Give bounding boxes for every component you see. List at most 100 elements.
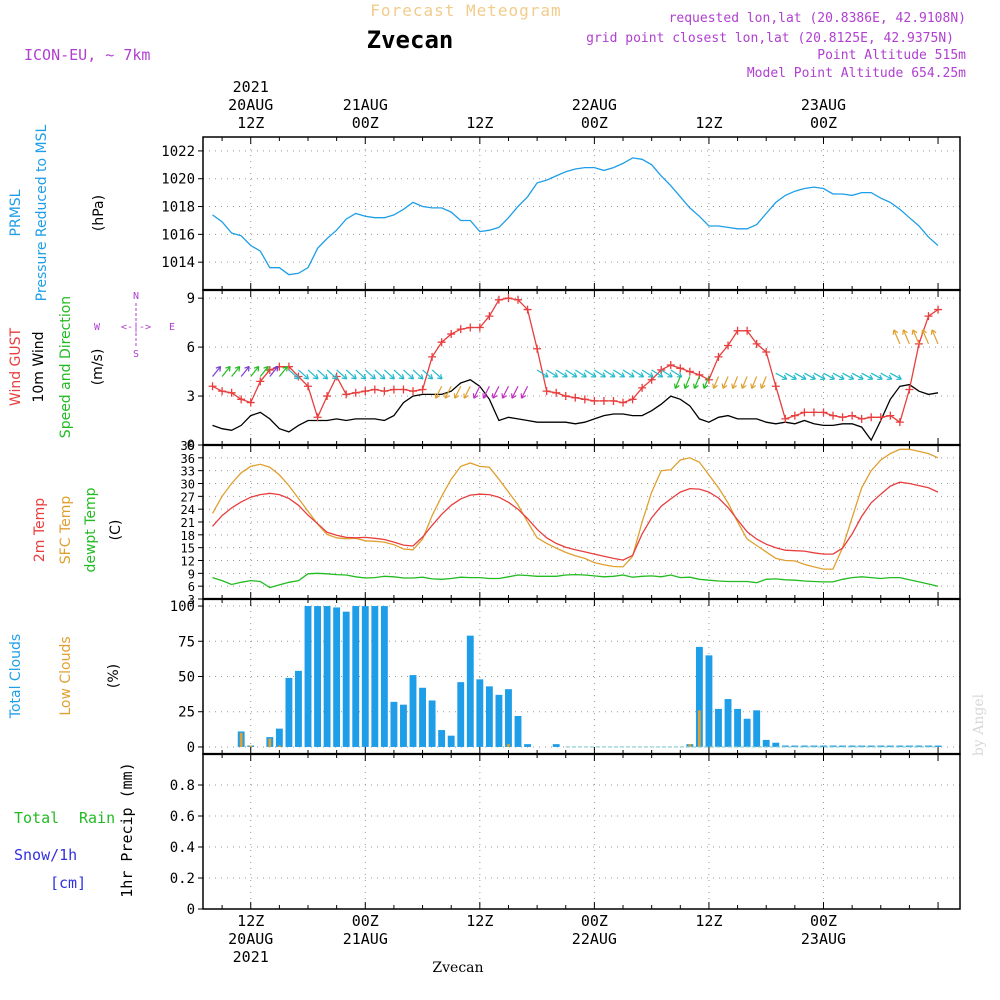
- gust-point: [485, 312, 494, 321]
- wind-vector: [741, 376, 748, 389]
- wind-vector-head: [234, 365, 241, 372]
- gust-point: [227, 388, 236, 397]
- compass-arrow: <-|->: [121, 322, 151, 333]
- wind-vector-head: [501, 393, 508, 399]
- gust-point: [399, 385, 408, 394]
- gust-point: [590, 396, 599, 405]
- wind-vector: [393, 369, 405, 380]
- total-cloud-bar: [829, 745, 837, 747]
- total-cloud-bar: [371, 606, 379, 747]
- total-cloud-bar: [505, 689, 512, 747]
- gust-point: [571, 393, 580, 402]
- gust-point: [638, 383, 647, 392]
- total-cloud-bar: [333, 607, 341, 747]
- precip-total-label: Total: [14, 809, 59, 827]
- wind-vector-head: [921, 329, 927, 335]
- wind-vector: [374, 369, 386, 380]
- wind-vector-head: [472, 393, 479, 399]
- wind-vector: [804, 372, 816, 380]
- wind-vector-head: [609, 372, 616, 378]
- wind-vector-head: [427, 373, 434, 380]
- wind-vector: [861, 372, 873, 380]
- gust-point: [819, 408, 828, 417]
- total-cloud-bar: [514, 715, 522, 747]
- wind-vector: [345, 369, 357, 380]
- gust-point: [237, 395, 246, 404]
- gust-point: [256, 377, 265, 386]
- wind-vector-head: [619, 372, 626, 378]
- wind-vector-head: [740, 383, 747, 389]
- low-cloud-bar: [688, 744, 692, 747]
- total-cloud-bar: [323, 606, 331, 747]
- total-cloud-bar: [380, 606, 388, 747]
- total-cloud-bar: [800, 745, 808, 747]
- total-cloud-bar: [447, 735, 455, 747]
- wind-vector-head: [886, 374, 893, 381]
- panel-precip: 0 0.2 0.4 0.6 0.8: [170, 753, 961, 918]
- gust-point: [790, 411, 799, 420]
- total-cloud-bar: [524, 744, 532, 747]
- wind-vector: [240, 366, 250, 377]
- gust-point: [867, 413, 876, 422]
- side-label-temp: 2m Temp: [32, 498, 48, 562]
- wind-vector-head: [800, 374, 807, 381]
- wind-vector-head: [721, 383, 728, 389]
- wind-vector: [574, 369, 587, 378]
- location-title: Zvecan: [367, 26, 454, 54]
- gust-point: [876, 413, 885, 422]
- side-label-wind: Speed and Direction: [58, 296, 74, 438]
- total-cloud-bar: [419, 687, 426, 747]
- wind-vector: [921, 329, 930, 345]
- side-label-temp: dewpt Temp: [83, 487, 99, 572]
- wind-vector-head: [676, 372, 683, 378]
- wind-vector: [632, 369, 644, 378]
- wind-vector-head: [552, 372, 559, 378]
- wind-gust-line: [212, 297, 939, 424]
- gust-point: [304, 382, 313, 391]
- low-cloud-bar: [239, 732, 243, 747]
- wind-vector: [492, 385, 500, 399]
- gust-point: [781, 414, 790, 423]
- side-labels: PRMSL Pressure Reduced to MSL (hPa) Wind GU…: [8, 124, 124, 719]
- wind-vector: [823, 372, 835, 380]
- bottom-time-label: 21AUG: [343, 930, 388, 948]
- total-cloud-bar: [867, 745, 875, 747]
- side-label-pressure: PRMSL: [8, 189, 24, 236]
- ytick-label: 25: [178, 705, 195, 721]
- wind-vector: [511, 385, 519, 399]
- wind-vector-head: [417, 373, 424, 380]
- ytick-label: 18: [181, 529, 195, 543]
- pressure-line: [212, 157, 939, 276]
- gust-point: [685, 367, 694, 376]
- bottom-time-label: 12Z: [466, 912, 493, 930]
- wind-vector-head: [911, 329, 918, 335]
- side-label-clouds: Total Clouds: [8, 634, 24, 719]
- wind-vector-head: [389, 373, 395, 380]
- wind-vector: [651, 369, 663, 378]
- bottom-time-label: 23AUG: [801, 930, 846, 948]
- wind-vector-head: [867, 374, 874, 381]
- bottom-time-label: 12Z: [237, 912, 264, 930]
- total-cloud-bar: [695, 646, 703, 747]
- wind-vector: [712, 376, 720, 389]
- wind-vector: [674, 376, 681, 389]
- bottom-time-label: 00Z: [581, 912, 608, 930]
- wind-vector: [842, 372, 854, 380]
- wind-vector: [902, 329, 910, 345]
- wind-vector-head: [312, 373, 319, 380]
- bottom-time-label: 00Z: [810, 912, 837, 930]
- wind-vector-head: [930, 329, 937, 335]
- total-cloud-bar: [495, 694, 503, 747]
- top-time-label: 00Z: [352, 114, 379, 132]
- wind-vector: [641, 369, 654, 378]
- ytick-label: 27: [181, 490, 195, 504]
- wind-vector: [326, 369, 338, 380]
- wind-vector-head: [491, 393, 498, 399]
- total-cloud-bar: [896, 745, 904, 747]
- gust-point: [494, 295, 503, 304]
- gust-point: [218, 387, 227, 396]
- total-cloud-bar: [839, 745, 847, 747]
- gust-point: [724, 341, 733, 350]
- total-cloud-bar: [925, 745, 932, 747]
